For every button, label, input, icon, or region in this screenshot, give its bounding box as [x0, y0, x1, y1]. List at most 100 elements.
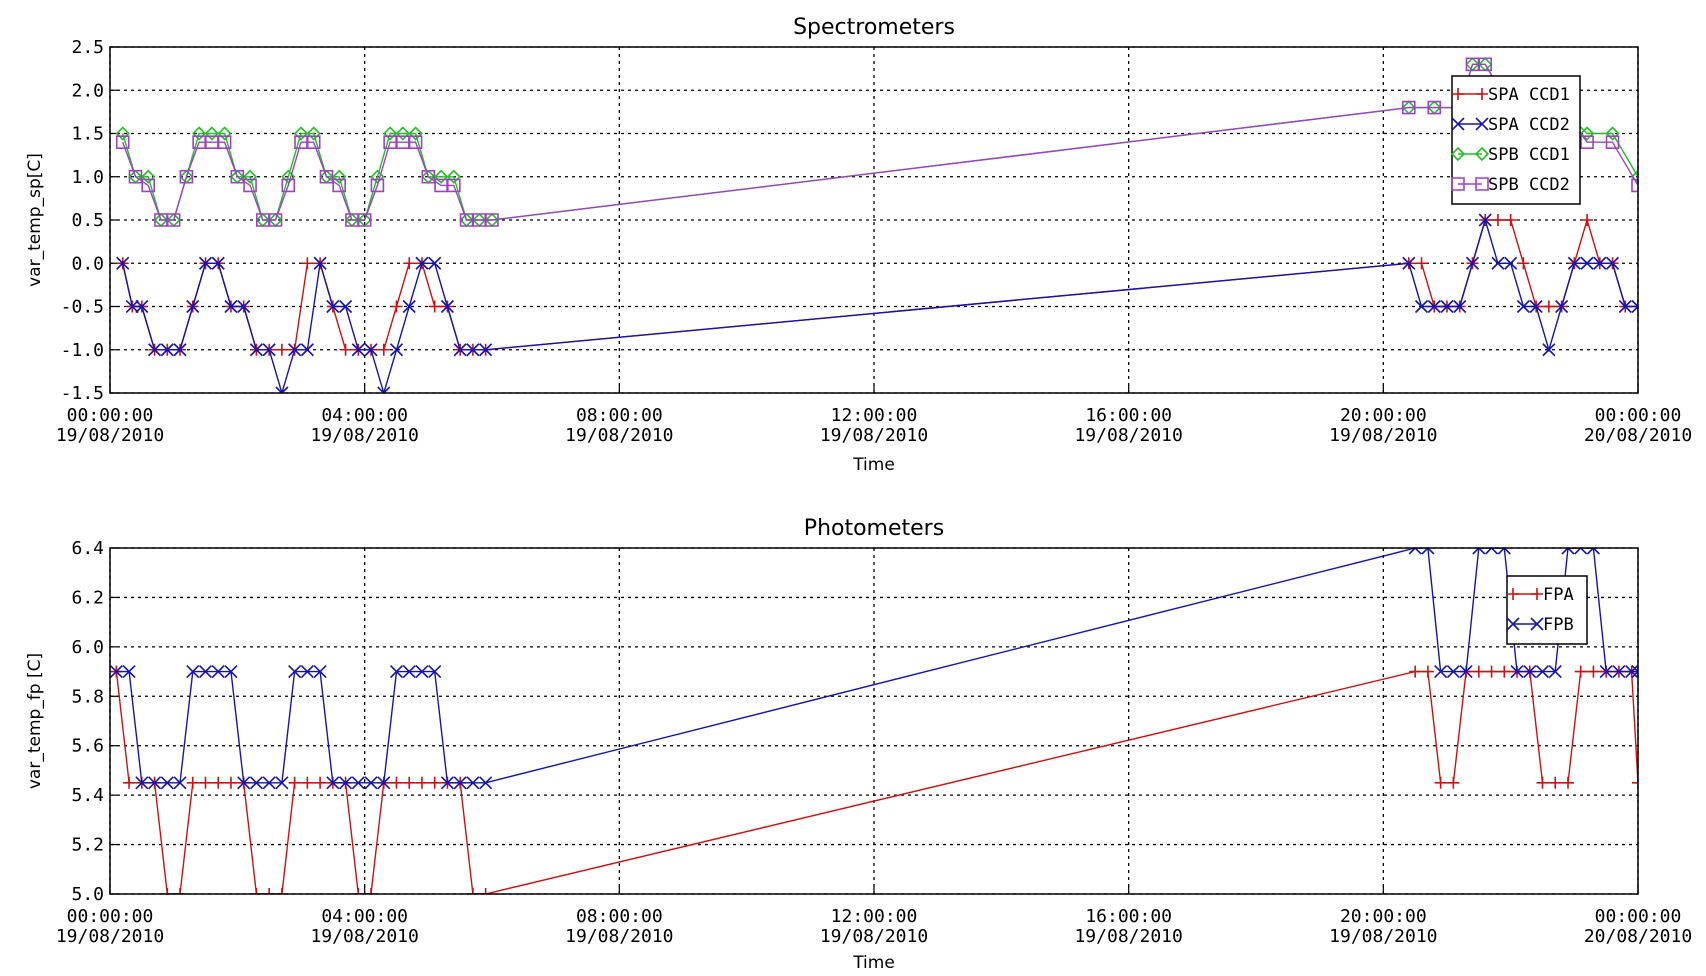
- data-point: [1536, 776, 1549, 789]
- legend-label: FPA: [1543, 585, 1574, 605]
- x-tick-time-label: 08:00:00: [576, 405, 663, 426]
- data-point: [1586, 548, 1600, 555]
- data-point: [364, 343, 378, 357]
- data-point: [415, 665, 429, 679]
- x-tick-time-label: 12:00:00: [831, 906, 918, 927]
- series-fpb: [110, 548, 1638, 790]
- data-point: [433, 169, 449, 184]
- data-point: [479, 776, 493, 790]
- data-point: [351, 343, 365, 357]
- data-point: [377, 776, 391, 790]
- legend-marker: [1451, 177, 1489, 191]
- data-point: [313, 256, 327, 270]
- data-point: [1517, 257, 1530, 270]
- data-point: [186, 299, 200, 314]
- data-point: [293, 126, 309, 141]
- data-point: [186, 776, 199, 789]
- data-point: [339, 343, 352, 356]
- x-tick-time-label: 00:00:00: [67, 405, 154, 426]
- data-point: [174, 888, 187, 894]
- x-tick-date-label: 19/08/2010: [565, 926, 673, 947]
- data-point: [479, 343, 493, 357]
- legend: SPA CCD1 SPA CCD2 SPB CCD1 SPB CCD2: [1450, 75, 1581, 205]
- data-point: [301, 776, 314, 789]
- data-point: [1402, 100, 1416, 115]
- data-point: [288, 343, 302, 357]
- data-point: [1581, 214, 1594, 226]
- x-tick-time-label: 16:00:00: [1085, 906, 1172, 927]
- data-point: [1465, 256, 1480, 270]
- data-point: [1555, 299, 1569, 314]
- data-point: [1434, 665, 1448, 679]
- data-point: [390, 300, 403, 313]
- data-point: [1587, 665, 1600, 678]
- data-point: [1421, 548, 1435, 555]
- data-point: [115, 135, 130, 149]
- y-tick-label: -1.0: [61, 340, 104, 361]
- data-point: [1446, 665, 1460, 679]
- data-point: [453, 776, 467, 790]
- data-point: [1535, 665, 1550, 679]
- data-point: [125, 299, 139, 314]
- x-tick-time-label: 00:00:00: [1595, 906, 1682, 927]
- data-point: [403, 776, 416, 789]
- data-point: [224, 776, 237, 789]
- data-point: [408, 126, 423, 141]
- data-point: [1414, 299, 1429, 314]
- data-point: [1574, 548, 1588, 555]
- data-point: [1574, 665, 1587, 678]
- legend-marker: [1506, 617, 1544, 631]
- data-point: [415, 256, 429, 270]
- data-point: [1593, 256, 1607, 270]
- x-tick-date-label: 19/08/2010: [1329, 926, 1437, 947]
- chart-title: Photometers: [804, 516, 944, 541]
- data-point: [390, 776, 403, 789]
- legend-marker: [1450, 146, 1490, 162]
- data-point: [122, 665, 136, 679]
- data-point: [1605, 126, 1620, 141]
- data-point: [1409, 665, 1422, 678]
- data-point: [1459, 665, 1473, 679]
- data-point: [1504, 214, 1517, 226]
- y-tick-label: 5.8: [71, 686, 104, 707]
- data-point: [281, 178, 296, 193]
- data-point: [326, 776, 340, 790]
- series-line: [122, 217, 1638, 351]
- data-point: [332, 178, 346, 193]
- data-point: [262, 343, 276, 357]
- data-point: [224, 299, 238, 314]
- data-point: [1580, 256, 1594, 270]
- chart-1: Spectrometers 2.5 2.0 1.5 1.0 0.5 0.0 -0.5 -1.0 -…: [25, 15, 1692, 475]
- data-point: [217, 126, 232, 141]
- data-point: [198, 665, 213, 679]
- data-point: [1472, 548, 1486, 555]
- data-point: [440, 776, 454, 790]
- data-point: [148, 776, 162, 790]
- x-tick-date-label: 19/08/2010: [820, 425, 928, 446]
- series-line: [122, 63, 1638, 221]
- data-point: [389, 343, 404, 357]
- data-point: [237, 299, 251, 314]
- data-point: [110, 665, 123, 679]
- data-point: [288, 665, 302, 679]
- data-point: [275, 343, 288, 356]
- data-point: [1402, 256, 1416, 270]
- data-point: [1605, 135, 1620, 149]
- y-tick-label: 6.4: [71, 538, 104, 559]
- data-point: [1427, 100, 1442, 115]
- data-point: [1491, 214, 1504, 226]
- data-point: [1612, 665, 1626, 679]
- data-point: [275, 776, 289, 790]
- data-point: [1548, 665, 1562, 679]
- data-point: [1440, 299, 1454, 314]
- data-point: [1516, 299, 1530, 314]
- data-point: [377, 343, 390, 356]
- legend-label: SPB CCD2: [1488, 175, 1570, 195]
- y-tick-label: -0.5: [61, 297, 104, 318]
- data-point: [402, 299, 416, 314]
- data-point: [306, 126, 321, 141]
- data-point: [364, 776, 378, 790]
- data-point: [115, 126, 130, 141]
- data-point: [1427, 299, 1441, 314]
- data-point: [339, 776, 353, 790]
